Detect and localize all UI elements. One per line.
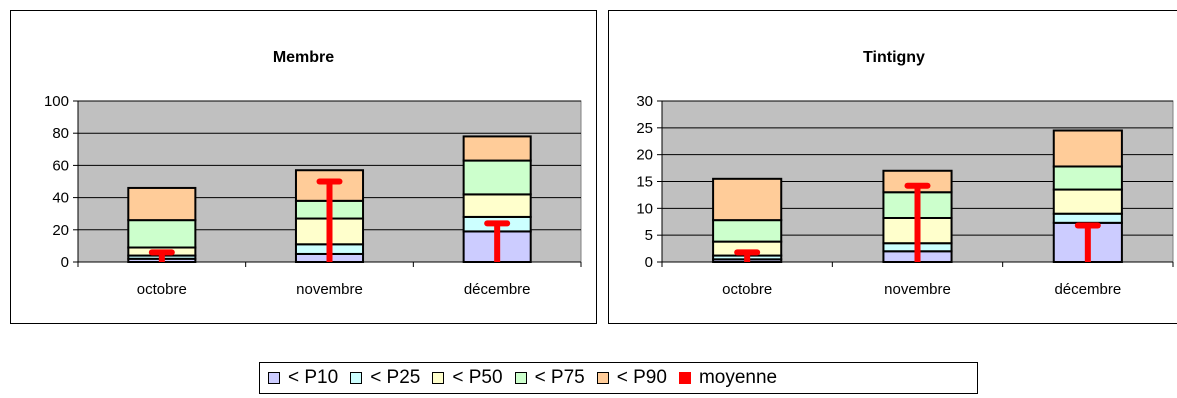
bar-segment-p90 (127, 186, 197, 222)
y-tick-label: 0 (645, 254, 653, 271)
y-tick-label: 10 (636, 200, 653, 217)
legend-item-moyenne: moyenne (678, 367, 778, 389)
legend-label: < P75 (534, 367, 585, 388)
x-tick-label: novembre (884, 281, 951, 298)
legend-swatch (596, 372, 609, 384)
bar-segment-p75 (1052, 165, 1123, 191)
x-tick-label: décembre (1054, 281, 1121, 298)
legend-label: moyenne (698, 367, 778, 388)
bar-segment-p90 (462, 135, 532, 162)
bar-segment-p25 (1052, 212, 1123, 224)
bar-segment-p90 (712, 177, 783, 222)
chart-title: Tintigny (863, 49, 925, 66)
y-tick-label: 20 (636, 147, 653, 164)
y-tick-label: 5 (645, 227, 653, 244)
y-tick-label: 15 (636, 174, 653, 191)
y-tick-label: 80 (52, 125, 69, 142)
bar-segment-p75 (712, 219, 783, 243)
y-tick-label: 60 (52, 157, 69, 174)
legend-swatch (678, 372, 691, 384)
y-tick-label: 30 (636, 93, 653, 110)
y-tick-label: 20 (52, 222, 69, 239)
legend-label: < P90 (616, 367, 667, 388)
legend-swatch (432, 372, 445, 384)
x-tick-label: octobre (137, 281, 187, 298)
legend-swatch (514, 372, 527, 384)
chart-title: Membre (272, 49, 335, 66)
x-tick-label: décembre (464, 281, 531, 298)
x-tick-label: novembre (296, 281, 363, 298)
x-tick-label: octobre (722, 281, 772, 298)
legend-label: < P50 (452, 367, 503, 388)
bar-segment-p75 (127, 219, 197, 249)
legend-item-p75: < P75 (514, 367, 585, 389)
bar-segment-p75 (462, 159, 532, 196)
chart-membre: Membre 0 20 40 60 80 100 octobre novembre décemb… (10, 10, 597, 324)
legend-item-p25: < P25 (350, 367, 420, 389)
chart-membre-svg: 0 20 40 60 80 100 octobre novembre décembre (44, 93, 582, 298)
legend-swatch (268, 372, 280, 384)
bar-segment-p90 (1052, 129, 1123, 168)
chart-tintigny: Tintigny 0 5 10 15 20 25 30 octobre novembre déce… (608, 10, 1177, 324)
y-tick-label: 0 (61, 254, 69, 271)
legend-label: < P10 (288, 367, 339, 388)
legend-swatch (350, 372, 363, 384)
y-tick-label: 25 (636, 120, 653, 137)
legend-item-p10: < P10 (268, 367, 338, 389)
bar-segment-p50 (462, 193, 532, 218)
legend-label: < P25 (370, 367, 421, 388)
y-tick-label: 100 (44, 93, 69, 110)
legend: < P10 < P25 < P50 < P75 < P90 moyenne (259, 362, 978, 394)
chart-tintigny-svg: 0 5 10 15 20 25 30 octobre novembre décembre (636, 93, 1174, 298)
y-tick-label: 40 (52, 190, 69, 207)
legend-item-p90: < P90 (596, 367, 667, 389)
legend-item-p50: < P50 (432, 367, 503, 389)
bar-segment-p50 (1052, 188, 1123, 215)
